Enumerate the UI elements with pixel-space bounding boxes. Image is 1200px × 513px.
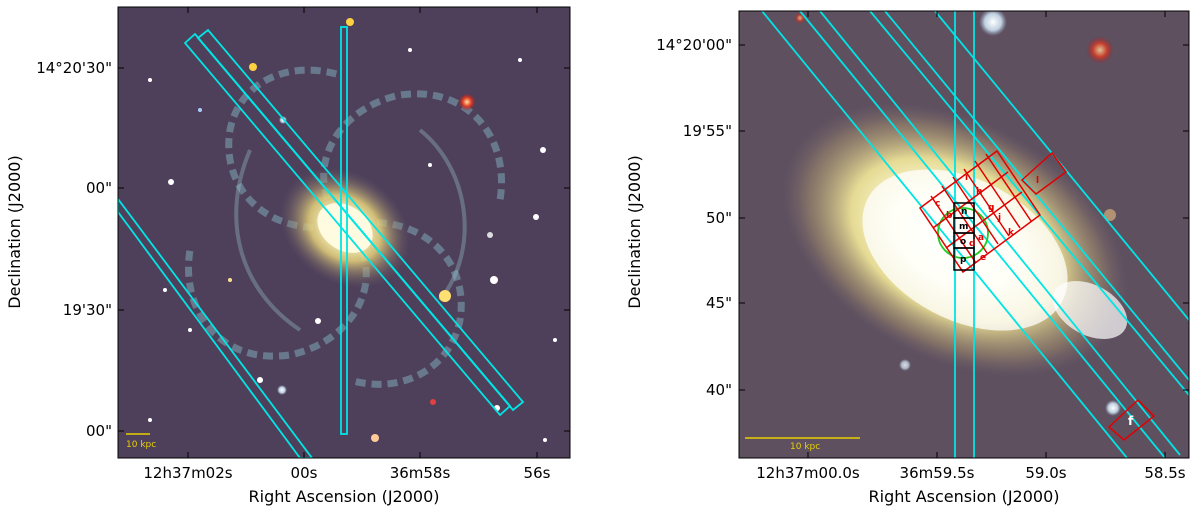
region-label-f: f <box>1128 414 1134 428</box>
left-ticks <box>118 7 570 458</box>
right-xtick-1: 36m59.5s <box>900 464 975 482</box>
region-label-l: l <box>1036 176 1039 186</box>
right-ytick-3: 45" <box>706 294 732 312</box>
region-label-n: n <box>961 207 967 217</box>
left-ytick-3: 00" <box>86 422 112 440</box>
right-xlabel: Right Ascension (J2000) <box>869 487 1060 506</box>
left-ytick-1: 00" <box>86 179 112 197</box>
right-xtick-2: 59.0s <box>1025 464 1066 482</box>
left-xtick-1: 00s <box>291 464 318 482</box>
left-xtick-2: 36m58s <box>390 464 451 482</box>
right-xtick-3: 58.5s <box>1144 464 1185 482</box>
region-label-o: o <box>960 237 966 247</box>
right-ytick-1: 19'55" <box>683 122 732 140</box>
black-regions <box>953 202 975 271</box>
region-label-a: a <box>978 233 984 243</box>
region-label-d: d <box>969 239 975 249</box>
right-ticks <box>739 11 1189 458</box>
region-label-h: h <box>976 187 982 197</box>
right-scale-bar-label: 10 kpc <box>790 442 820 452</box>
left-ytick-0: 14°20'30" <box>36 59 112 77</box>
right-ytick-0: 14°20'00" <box>656 36 732 54</box>
region-label-k: k <box>1008 228 1015 238</box>
left-xtick-0: 12h37m02s <box>143 464 232 482</box>
region-label-c: c <box>935 199 940 209</box>
left-xtick-3: 56s <box>524 464 551 482</box>
green-aperture <box>937 207 989 259</box>
region-label-b: b <box>946 211 953 221</box>
right-ytick-2: 50" <box>706 209 732 227</box>
left-xlabel: Right Ascension (J2000) <box>249 487 440 506</box>
right-ylabel: Declination (J2000) <box>625 155 644 308</box>
left-scale-bar-label: 10 kpc <box>126 440 156 450</box>
left-ylabel: Declination (J2000) <box>5 155 24 308</box>
left-slits <box>118 26 525 458</box>
right-panel: a b c d e f g h i j k l n m o p <box>625 10 1190 506</box>
left-image <box>118 7 570 458</box>
region-label-p: p <box>960 255 967 265</box>
region-label-j: j <box>997 213 1001 223</box>
left-frame <box>117 6 571 459</box>
right-xtick-0: 12h37m00.0s <box>756 464 860 482</box>
right-ytick-4: 40" <box>706 381 732 399</box>
left-ytick-2: 19'30" <box>63 301 112 319</box>
region-label-g: g <box>988 203 994 213</box>
left-panel: 10 kpc 14°20'30" 00" 19'30" 00" 12h37m02… <box>5 6 571 506</box>
region-label-i: i <box>965 173 968 183</box>
right-image: a b c d e f g h i j k l n m o p <box>739 11 1189 458</box>
right-frame <box>738 10 1190 459</box>
region-label-e: e <box>980 253 986 263</box>
region-label-m: m <box>959 222 968 232</box>
